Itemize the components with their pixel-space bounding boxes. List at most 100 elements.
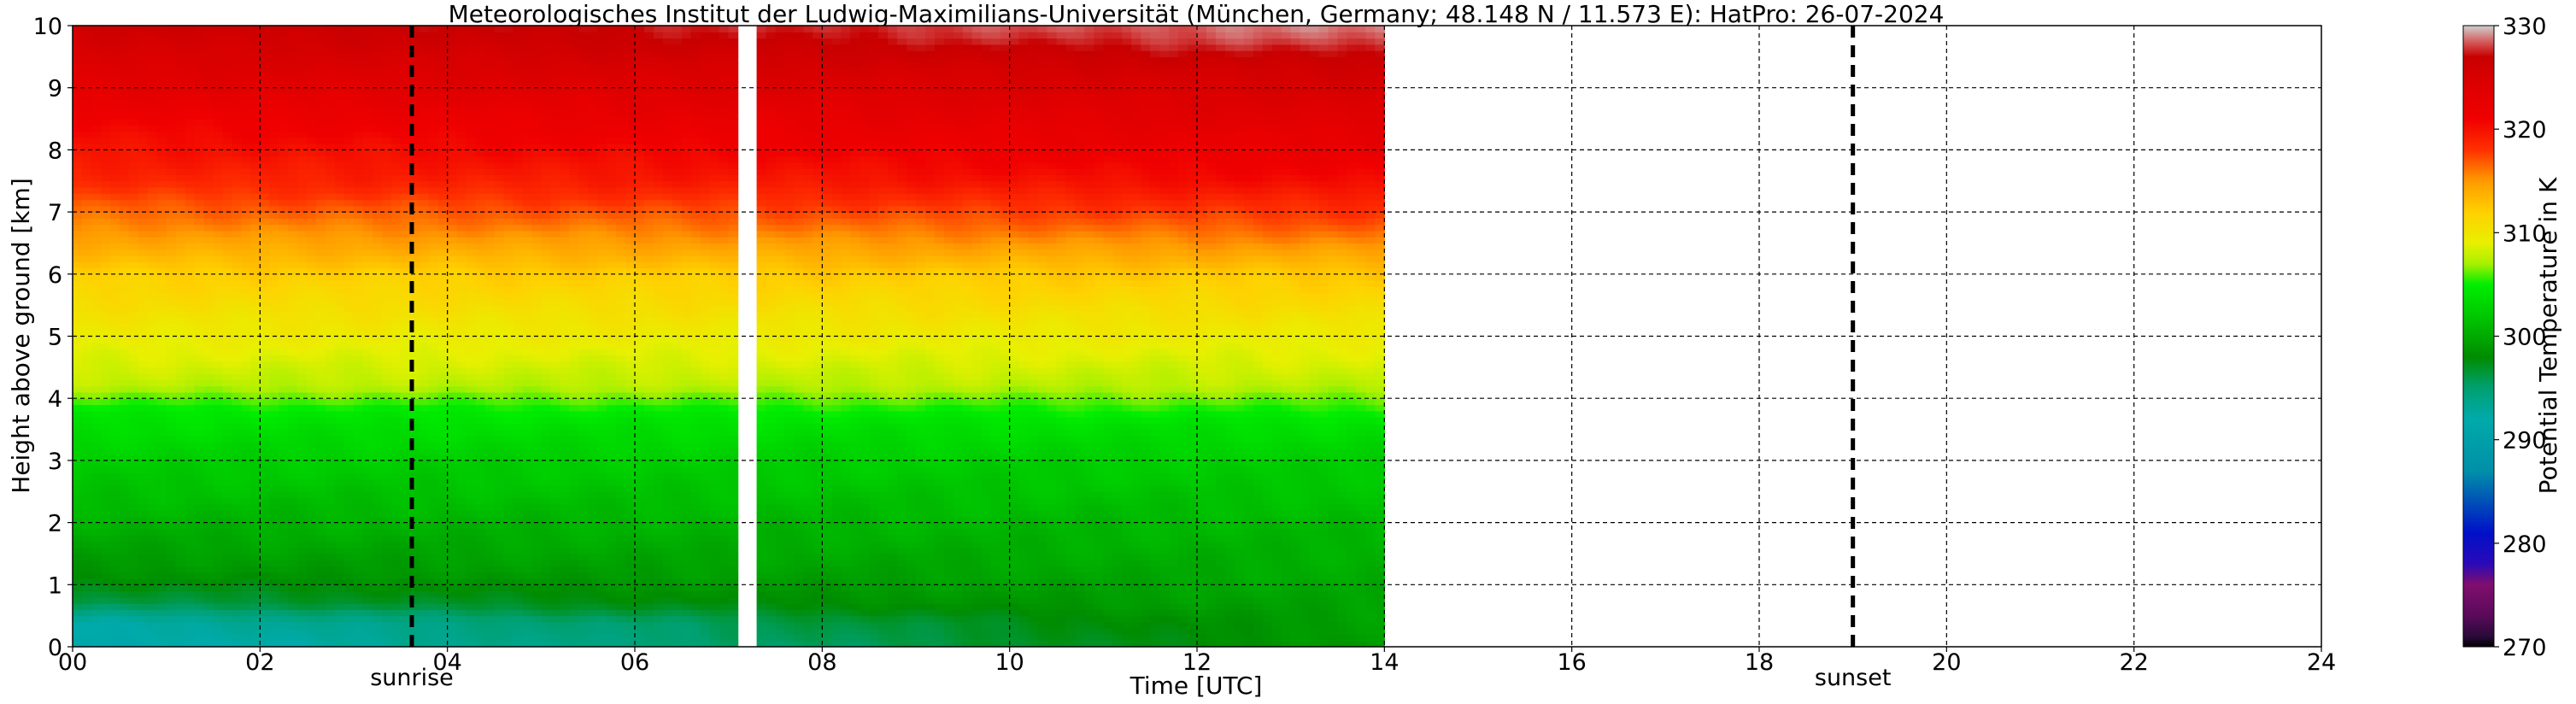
heatmap-cell [109, 541, 120, 549]
heatmap-cell [335, 516, 345, 524]
heatmap-cell [241, 267, 251, 275]
heatmap-cell [335, 355, 345, 362]
heatmap-cell [335, 609, 345, 617]
heatmap-cell [194, 100, 205, 108]
heatmap-cell [166, 330, 177, 337]
heatmap-cell [194, 391, 205, 399]
heatmap-cell [362, 330, 373, 337]
heatmap-cell [344, 349, 355, 355]
heatmap-cell [326, 212, 336, 219]
heatmap-cell [400, 298, 411, 306]
heatmap-cell [222, 311, 233, 319]
heatmap-cell [138, 640, 149, 647]
heatmap-cell [400, 472, 411, 480]
heatmap-cell [109, 280, 120, 287]
heatmap-cell [100, 590, 111, 598]
heatmap-cell [354, 119, 364, 126]
heatmap-cell [279, 174, 289, 182]
heatmap-cell [447, 355, 458, 362]
heatmap-cell [175, 615, 186, 623]
heatmap-cell [437, 330, 449, 337]
heatmap-cell [203, 311, 214, 319]
heatmap-cell [269, 68, 279, 76]
heatmap-cell [138, 155, 149, 163]
heatmap-cell [456, 466, 467, 474]
heatmap-cell [128, 484, 139, 492]
heatmap-cell [456, 112, 467, 120]
heatmap-cell [466, 119, 477, 126]
heatmap-cell [91, 553, 102, 560]
heatmap-cell [288, 100, 298, 108]
heatmap-cell [307, 56, 317, 64]
heatmap-cell [456, 261, 467, 269]
heatmap-cell [316, 435, 326, 443]
heatmap-cell [326, 87, 336, 95]
heatmap-cell [400, 336, 411, 343]
heatmap-cell [419, 442, 430, 449]
heatmap-cell [390, 112, 402, 120]
heatmap-cell [466, 336, 477, 343]
heatmap-cell [241, 510, 251, 517]
heatmap-cell [354, 298, 364, 306]
heatmap-cell [73, 454, 83, 461]
heatmap-cell [381, 62, 392, 70]
heatmap-cell [279, 81, 289, 89]
heatmap-cell [156, 615, 167, 623]
heatmap-cell [100, 187, 111, 194]
heatmap-cell [156, 81, 167, 89]
heatmap-cell [362, 355, 373, 362]
heatmap-cell [531, 460, 542, 467]
heatmap-cell [128, 442, 139, 449]
heatmap-cell [362, 634, 373, 642]
heatmap-cell [513, 367, 523, 374]
heatmap-cell [260, 205, 270, 213]
heatmap-cell [147, 280, 158, 287]
heatmap-cell [419, 161, 430, 169]
heatmap-cell [484, 535, 496, 543]
heatmap-cell [316, 361, 326, 368]
heatmap-cell [475, 298, 486, 306]
heatmap-cell [307, 404, 317, 412]
heatmap-cell [166, 255, 177, 262]
heatmap-cell [390, 212, 402, 219]
heatmap-cell [128, 205, 139, 213]
heatmap-cell [372, 541, 383, 549]
heatmap-cell [269, 144, 279, 150]
heatmap-cell [222, 454, 233, 461]
heatmap-cell [119, 75, 130, 83]
heatmap-cell [447, 621, 458, 629]
heatmap-cell [250, 560, 261, 567]
heatmap-cell [335, 75, 345, 83]
heatmap-cell [128, 541, 139, 549]
heatmap-cell [109, 212, 120, 219]
heatmap-cell [362, 150, 373, 157]
heatmap-cell [185, 50, 196, 57]
heatmap-cell [531, 640, 542, 647]
heatmap-cell [494, 212, 505, 219]
heatmap-cell [203, 385, 214, 393]
heatmap-cell [326, 442, 336, 449]
heatmap-cell [466, 180, 477, 188]
heatmap-cell [185, 280, 196, 287]
heatmap-cell [109, 26, 120, 32]
heatmap-cell [128, 180, 139, 188]
heatmap-cell [390, 391, 402, 399]
heatmap-cell [297, 218, 308, 226]
heatmap-cell [522, 367, 532, 374]
heatmap-cell [354, 510, 364, 517]
heatmap-cell [307, 100, 317, 108]
heatmap-cell [390, 528, 402, 536]
heatmap-cell [175, 560, 186, 567]
heatmap-cell [335, 472, 345, 480]
heatmap-cell [344, 355, 355, 362]
heatmap-cell [372, 317, 383, 325]
heatmap-cell [194, 355, 205, 362]
heatmap-cell [73, 106, 83, 114]
heatmap-cell [344, 541, 355, 549]
heatmap-cell [91, 273, 102, 281]
heatmap-cell [344, 155, 355, 163]
heatmap-cell [484, 590, 496, 598]
heatmap-cell [109, 429, 120, 437]
heatmap-cell [232, 218, 242, 226]
heatmap-cell [466, 230, 477, 238]
